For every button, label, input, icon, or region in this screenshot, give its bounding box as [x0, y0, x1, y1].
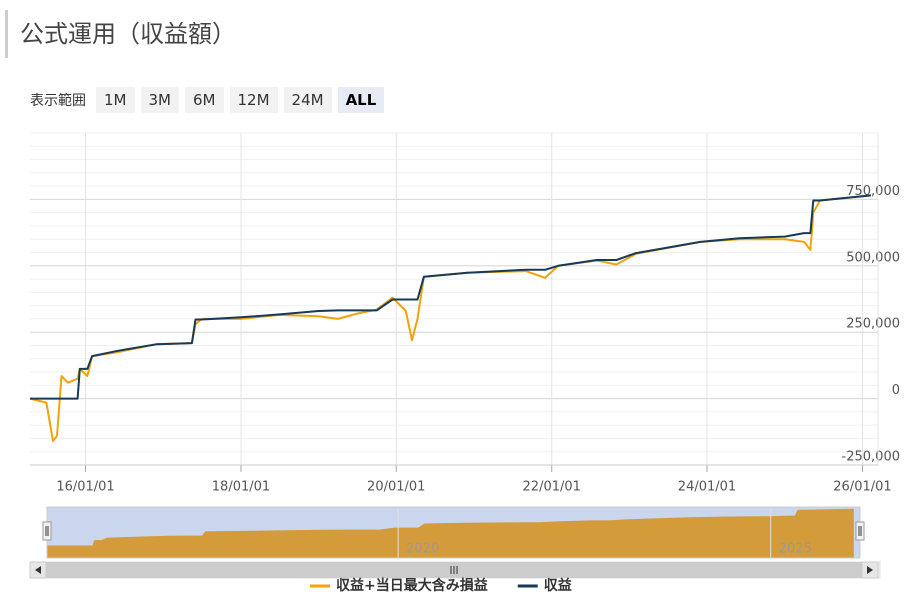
x-tick-label: 18/01/01 — [212, 480, 270, 495]
navigator-handle[interactable] — [855, 521, 865, 541]
y-tick-label: 250,000 — [846, 317, 900, 332]
range-button[interactable]: ALL — [337, 87, 385, 113]
y-tick-label: 750,000 — [846, 184, 900, 199]
x-tick-label: 20/01/01 — [367, 480, 425, 495]
range-button[interactable]: 1M — [96, 87, 135, 113]
range-button[interactable]: 24M — [283, 87, 332, 113]
x-tick-label: 22/01/01 — [523, 480, 581, 495]
page-title: 公式運用（収益額） — [20, 20, 236, 48]
arrow — [867, 566, 873, 574]
range-button[interactable]: 6M — [185, 87, 224, 113]
navigator-label: 2020 — [406, 542, 439, 557]
y-tick-label: 500,000 — [846, 250, 900, 265]
series-line — [30, 194, 872, 400]
legend-label: 収益+当日最大含み損益 — [336, 577, 488, 594]
y-tick-label: 0 — [892, 383, 900, 398]
x-tick-label: 16/01/01 — [56, 480, 114, 495]
navigator-handle[interactable] — [42, 521, 52, 541]
title-bar — [5, 10, 8, 58]
range-button[interactable]: 12M — [229, 87, 278, 113]
x-tick-label: 24/01/01 — [678, 480, 736, 495]
range-button[interactable]: 3M — [140, 87, 179, 113]
series-line — [29, 194, 872, 443]
navigator-label: 2025 — [779, 542, 812, 557]
range-label: 表示範囲 — [30, 93, 86, 109]
arrow — [35, 566, 41, 574]
navigator-area — [46, 508, 854, 559]
legend-label: 収益 — [544, 577, 572, 594]
legend-item[interactable]: 収益 — [517, 577, 572, 594]
range-selector: 表示範囲 1M 3M 6M 12M 24M ALL — [30, 86, 385, 114]
y-tick-label: -250,000 — [842, 450, 900, 465]
range-buttons: 1M 3M 6M 12M 24M ALL — [96, 87, 385, 113]
x-tick-label: 26/01/01 — [833, 480, 891, 495]
legend-item[interactable]: 収益+当日最大含み損益 — [310, 577, 488, 594]
